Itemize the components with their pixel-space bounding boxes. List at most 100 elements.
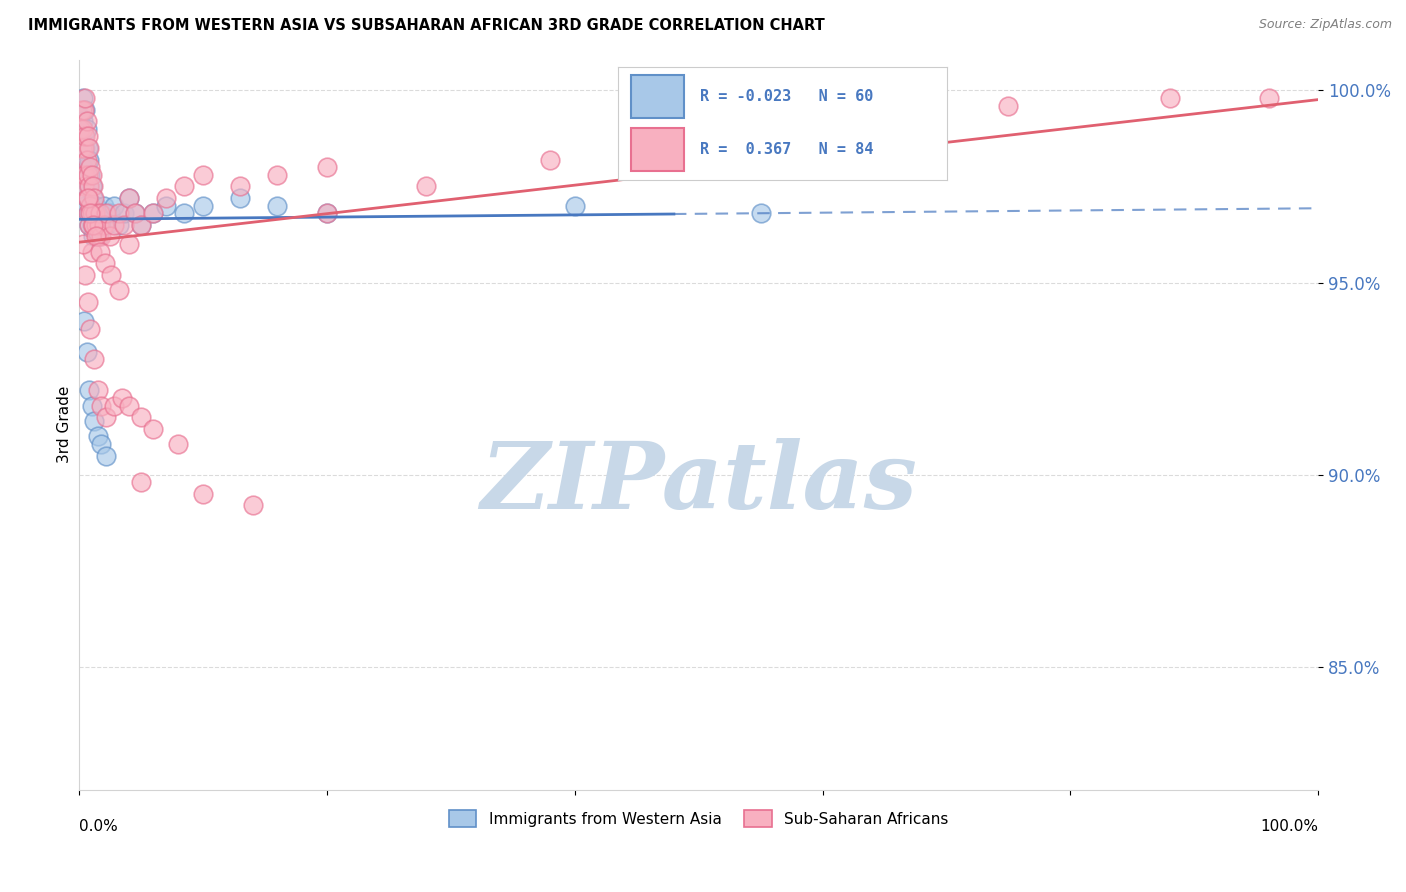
Point [83,191,105,205]
Point [86,229,108,244]
Point [266,168,288,182]
Point [93,199,115,213]
Point [73,103,96,117]
Point [82,179,104,194]
Point [76,168,98,182]
Point [79,160,101,174]
Point [316,206,339,220]
Point [84,206,107,220]
Point [266,199,288,213]
Point [76,206,98,220]
Point [87,218,110,232]
Point [76,206,98,220]
Point [75,179,97,194]
Point [103,399,125,413]
Point [129,475,152,490]
Point [111,391,134,405]
Point [72,91,94,105]
Point [77,179,100,194]
Point [72,121,94,136]
Point [749,206,772,220]
Point [90,437,112,451]
Point [82,218,104,232]
Point [173,179,195,194]
Point [142,206,165,220]
Point [79,206,101,220]
Point [112,206,135,220]
Point [96,206,118,220]
Point [86,429,108,443]
Point [76,344,98,359]
Point [73,199,96,213]
Point [70,141,93,155]
Point [107,206,129,220]
Point [76,121,98,136]
Point [75,168,97,182]
Point [76,191,98,205]
Point [98,229,121,244]
Y-axis label: 3rd Grade: 3rd Grade [58,386,72,464]
Point [118,191,141,205]
Point [76,191,98,205]
Point [79,321,101,335]
Point [415,179,437,194]
Point [107,218,129,232]
Point [75,91,97,105]
Point [86,199,108,213]
Point [124,206,146,220]
Point [83,352,105,367]
Point [229,179,252,194]
Point [118,399,141,413]
Point [242,499,264,513]
Point [107,283,129,297]
Point [316,206,339,220]
Point [229,191,252,205]
Point [96,218,118,232]
Text: 0.0%: 0.0% [79,819,118,834]
Point [89,218,111,232]
Point [79,199,101,213]
Point [87,229,110,244]
Point [83,414,105,428]
Point [79,206,101,220]
Point [167,437,190,451]
Point [191,487,214,501]
Point [124,206,146,220]
Point [142,422,165,436]
Point [73,314,96,328]
Point [173,206,195,220]
Point [73,141,96,155]
Point [538,153,561,167]
Point [80,244,103,259]
Point [75,141,97,155]
Point [90,229,112,244]
Point [80,218,103,232]
Point [155,199,177,213]
Point [997,99,1019,113]
Point [76,294,98,309]
Point [564,199,586,213]
Point [82,229,104,244]
Point [75,268,97,282]
Point [118,191,141,205]
Point [76,114,98,128]
Point [103,218,125,232]
Point [316,160,339,174]
Point [86,206,108,220]
Point [89,206,111,220]
Point [96,449,118,463]
Point [80,206,103,220]
Point [93,218,115,232]
Text: IMMIGRANTS FROM WESTERN ASIA VS SUBSAHARAN AFRICAN 3RD GRADE CORRELATION CHART: IMMIGRANTS FROM WESTERN ASIA VS SUBSAHAR… [28,18,825,33]
Point [873,114,896,128]
Text: 100.0%: 100.0% [1260,819,1319,834]
Point [69,110,91,124]
Point [98,206,121,220]
Point [129,218,152,232]
Point [90,399,112,413]
Point [129,218,152,232]
Point [73,129,96,144]
Point [76,153,98,167]
Point [76,141,98,155]
Point [75,103,97,117]
